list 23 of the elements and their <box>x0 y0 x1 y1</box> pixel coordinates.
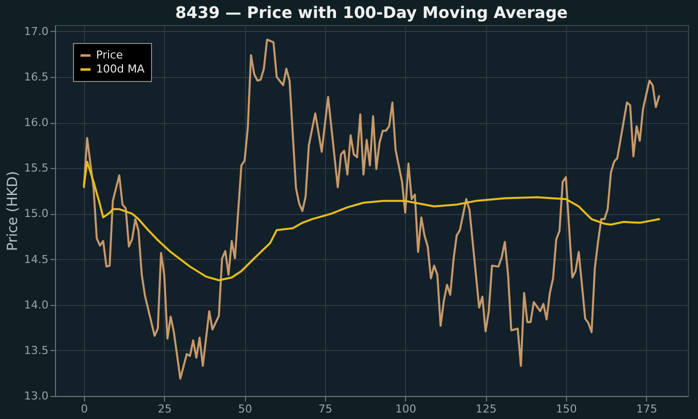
x-tick-label: 175 <box>636 402 658 416</box>
y-tick-label: 13.5 <box>24 344 48 357</box>
y-axis-title: Price (HKD) <box>5 170 22 252</box>
x-tick-label: 50 <box>238 402 252 416</box>
legend-label: 100d MA <box>96 62 145 76</box>
y-tick-label: 15.5 <box>24 162 48 175</box>
y-tick-label: 17.0 <box>24 24 48 38</box>
y-tick-label: 16.0 <box>24 116 48 130</box>
y-tick-label: 14.0 <box>24 298 48 312</box>
x-tick-label: 0 <box>80 402 88 416</box>
y-tick-label: 14.5 <box>24 252 48 266</box>
x-tick-label: 100 <box>395 402 416 416</box>
line-series <box>82 38 660 380</box>
x-tick-label: 125 <box>476 402 497 416</box>
x-tick-label: 75 <box>318 402 332 416</box>
y-tick-label: 15.0 <box>24 207 48 220</box>
legend-label: Price <box>96 48 124 62</box>
y-tick-label: 13.0 <box>24 390 48 402</box>
x-tick-label: 150 <box>556 402 577 416</box>
line-series <box>82 160 660 282</box>
chart-title: 8439 — Price with 100-Day Moving Average <box>175 3 568 22</box>
x-tick-label: 25 <box>158 402 172 416</box>
y-tick-label: 16.5 <box>24 70 48 84</box>
